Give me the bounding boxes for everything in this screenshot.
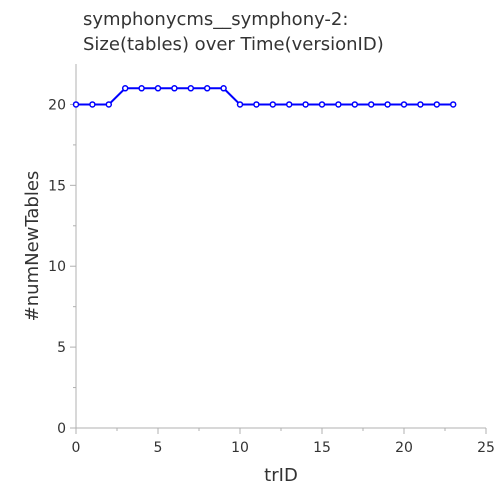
chart-title-line-2: Size(tables) over Time(versionID) (83, 34, 384, 55)
x-tick-label: 5 (154, 440, 163, 456)
data-point (303, 102, 308, 107)
data-point (254, 102, 259, 107)
x-tick-label: 25 (477, 440, 495, 456)
data-point (106, 102, 111, 107)
y-tick-label: 0 (57, 421, 66, 437)
axes: 0 5 10 15 20 25 0 5 10 15 20 (48, 64, 495, 456)
data-point (369, 102, 374, 107)
y-tick-label: 15 (48, 178, 66, 194)
data-point (221, 86, 226, 91)
data-point (90, 102, 95, 107)
x-tick-label: 10 (231, 440, 249, 456)
data-point (205, 86, 210, 91)
data-point (74, 102, 79, 107)
y-axis-label: #numNewTables (22, 171, 43, 322)
data-point (156, 86, 161, 91)
data-point (451, 102, 456, 107)
y-tick-label: 20 (48, 97, 66, 113)
data-point (172, 86, 177, 91)
y-tick-label: 5 (57, 340, 66, 356)
x-tick-label: 20 (395, 440, 413, 456)
data-point (352, 102, 357, 107)
series-line (76, 88, 453, 104)
y-tick-label: 10 (48, 259, 66, 275)
data-point (238, 102, 243, 107)
data-point (139, 86, 144, 91)
data-point (434, 102, 439, 107)
data-point (287, 102, 292, 107)
data-point (336, 102, 341, 107)
x-tick-label: 0 (72, 440, 81, 456)
chart-title-line-1: symphonycms__symphony-2: (83, 9, 348, 30)
data-point (123, 86, 128, 91)
data-point (188, 86, 193, 91)
x-axis-label: trID (264, 465, 298, 486)
x-tick-label: 15 (313, 440, 331, 456)
data-point (402, 102, 407, 107)
data-point (320, 102, 325, 107)
data-point (270, 102, 275, 107)
data-point (385, 102, 390, 107)
data-series (74, 86, 456, 107)
data-point (418, 102, 423, 107)
